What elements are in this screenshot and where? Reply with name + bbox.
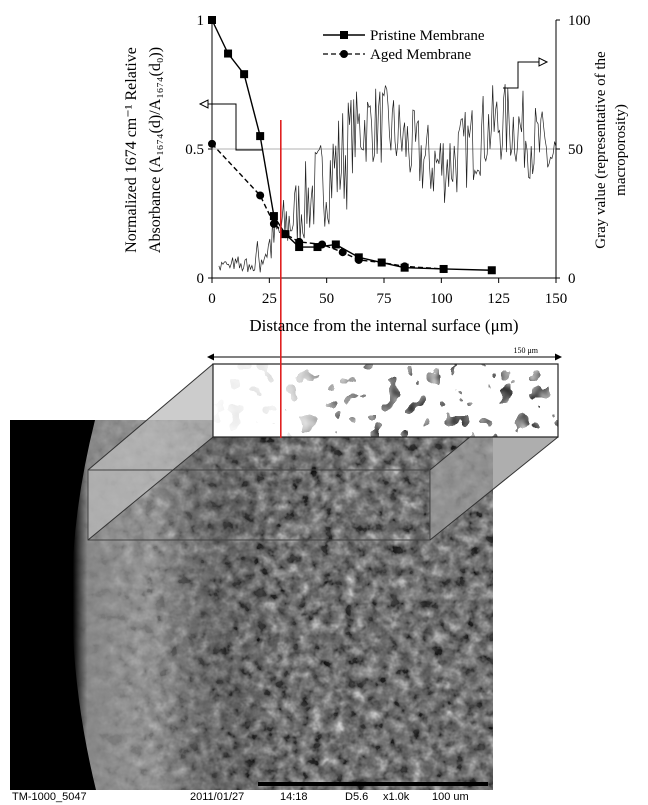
aged-point [338,248,347,257]
pristine-point [256,132,265,141]
sem-footer-mag: x1.0k [383,791,410,803]
x-tick-label: 100 [430,291,453,307]
x-tick-label: 150 [545,291,568,307]
y-axis-left-label-2: Absorbance (A₁₆₇₄(d)/A₁₆₇₄(d₀)) [147,47,164,253]
x-tick-label: 75 [377,291,392,307]
gray-value-trace [218,84,557,273]
aged-point [269,219,278,228]
y-left-tick-label: 0.5 [185,142,204,158]
series-line-aged [211,143,444,270]
binarized-strip-frame [212,363,559,438]
pristine-point [295,243,304,252]
y-axis-left-label-1: Normalized 1674 cm⁻¹ Relative [123,47,140,253]
strip-scale-label: 150 μm [513,346,538,355]
y-axis-right-label-2: macroporosity) [613,104,629,196]
sem-footer-mode: D5.6 [345,791,368,803]
aged-point [354,255,363,264]
sem-footer-time: 14:18 [280,791,308,803]
legend-item-pristine: Pristine Membrane [370,28,485,44]
y-left-tick-label: 0 [197,271,205,287]
legend: Pristine Membrane Aged Membrane [323,28,485,63]
axis-arrow-left [198,99,263,151]
gray-profile-line [218,84,557,273]
y-right-tick-label: 0 [568,271,576,287]
pristine-point [269,212,278,221]
legend-item-aged: Aged Membrane [370,47,472,63]
pristine-point [224,49,233,58]
pristine-point [313,243,322,252]
aged-point [439,264,448,273]
aged-point [377,258,386,267]
x-tick-label: 125 [487,291,510,307]
sem-footer: TM-1000_5047 2011/01/27 14:18 D5.6 x1.0k… [12,791,469,803]
aged-point [318,240,327,249]
legend-square-marker [340,31,348,39]
pristine-point [240,70,249,79]
x-tick-label: 50 [319,291,334,307]
sem-scale-bar [258,782,488,786]
sem-footer-scale: 100 um [432,791,469,803]
y-right-tick-label: 100 [568,13,591,29]
aged-point [256,191,265,200]
pristine-point [487,266,496,275]
axis-arrow-right [503,57,549,89]
aged-point [400,262,409,271]
x-axis-label: Distance from the internal surface (μm) [249,316,518,335]
y-right-tick-label: 50 [568,142,583,158]
aged-point [208,139,216,148]
legend-circle-marker [340,50,348,58]
y-left-tick-label: 1 [197,13,205,29]
sem-micrograph [10,420,493,790]
series-layer [208,16,496,275]
aged-point [295,237,304,246]
pristine-point [331,240,340,249]
y-axis-right-label-1: Gray value (representative of the [593,51,609,249]
aged-point [281,230,290,239]
binarized-strip [213,364,558,437]
strip-scale: 150 μm [207,346,562,361]
sem-footer-id: TM-1000_5047 [12,791,87,803]
x-tick-label: 0 [208,291,216,307]
x-tick-label: 25 [262,291,277,307]
lumen-dark-region [10,420,96,790]
sem-footer-date: 2011/01/27 [190,791,244,803]
